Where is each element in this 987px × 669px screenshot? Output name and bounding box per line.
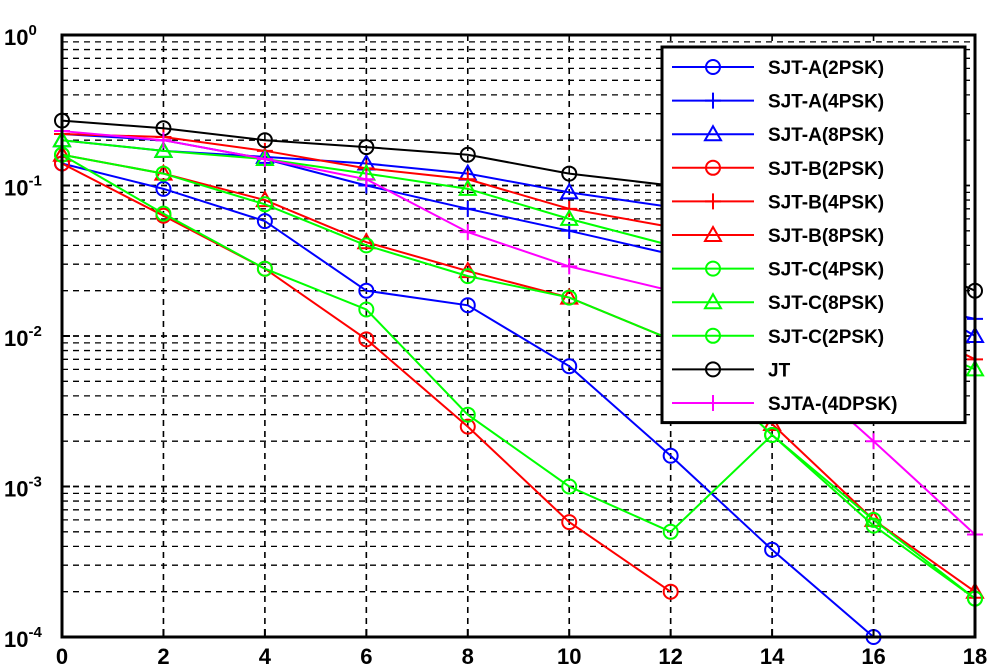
legend-label: SJT-B(4PSK) bbox=[768, 192, 884, 213]
data-point bbox=[459, 418, 476, 435]
data-point bbox=[256, 132, 273, 149]
data-point bbox=[559, 208, 579, 226]
data-point bbox=[458, 178, 478, 196]
data-point bbox=[705, 159, 721, 176]
data-point bbox=[256, 150, 273, 167]
data-point bbox=[559, 182, 579, 200]
series-line bbox=[61, 153, 976, 600]
legend-entry: SJT-C(4PSK) bbox=[672, 260, 884, 281]
data-point bbox=[155, 205, 172, 222]
x-tick-label: 16 bbox=[861, 644, 885, 669]
data-point bbox=[561, 200, 578, 217]
data-point bbox=[705, 193, 721, 210]
data-point bbox=[356, 232, 377, 250]
data-point bbox=[358, 237, 375, 254]
data-point bbox=[459, 406, 476, 423]
data-point bbox=[705, 395, 721, 411]
data-point bbox=[155, 132, 172, 149]
y-tick-label: 10-4 bbox=[4, 624, 42, 652]
legend-label: SJT-B(2PSK) bbox=[768, 159, 884, 180]
data-point bbox=[155, 165, 172, 182]
series-line bbox=[61, 162, 672, 593]
x-tick-label: 12 bbox=[658, 644, 682, 669]
legend-label: SJT-B(8PSK) bbox=[768, 226, 884, 247]
legend-entry: SJT-B(8PSK) bbox=[672, 224, 884, 247]
legend-label: SJTA-(4DPSK) bbox=[768, 394, 898, 415]
data-point bbox=[705, 59, 721, 75]
legend-entry: SJT-A(2PSK) bbox=[672, 58, 884, 79]
data-point bbox=[256, 260, 273, 277]
legend-label: SJT-C(4PSK) bbox=[768, 260, 884, 281]
data-point bbox=[155, 180, 172, 197]
series-line bbox=[61, 153, 976, 593]
data-point bbox=[459, 268, 476, 285]
series-layer bbox=[52, 112, 985, 645]
data-point bbox=[705, 92, 721, 109]
data-point bbox=[459, 224, 476, 241]
data-point bbox=[358, 331, 375, 348]
data-point bbox=[662, 583, 679, 600]
data-point bbox=[865, 433, 882, 450]
data-point bbox=[358, 282, 375, 299]
legend-entry: SJT-A(4PSK) bbox=[672, 92, 884, 113]
data-point bbox=[561, 165, 578, 182]
legend-entry: SJT-B(4PSK) bbox=[672, 192, 884, 213]
x-tick-label: 18 bbox=[963, 644, 987, 669]
legend-label: SJT-A(8PSK) bbox=[768, 125, 884, 146]
data-point bbox=[561, 514, 578, 531]
data-point bbox=[459, 200, 476, 217]
legend-entry: SJTA-(4DPSK) bbox=[672, 394, 898, 415]
data-point bbox=[153, 140, 174, 158]
data-point bbox=[705, 361, 721, 378]
y-tick-label: 10-1 bbox=[4, 173, 42, 201]
x-tick-label: 4 bbox=[259, 644, 272, 669]
legend-entry: JT bbox=[672, 360, 791, 381]
legend-label: SJT-C(8PSK) bbox=[768, 293, 884, 314]
y-tick-label: 10-3 bbox=[4, 474, 42, 502]
x-tick-label: 2 bbox=[157, 644, 169, 669]
data-point bbox=[459, 297, 476, 314]
legend: SJT-A(2PSK) SJT-A(4PSK) SJT-A(8PSK) SJT-B(2… bbox=[660, 45, 967, 425]
legend-label: SJT-C(2PSK) bbox=[768, 327, 884, 348]
data-point bbox=[459, 146, 476, 163]
x-tick-label: 10 bbox=[557, 644, 581, 669]
data-point bbox=[256, 196, 273, 213]
legend-entry: SJT-A(8PSK) bbox=[672, 124, 884, 146]
legend-label: SJT-A(4PSK) bbox=[768, 92, 884, 113]
y-tick-label: 10-2 bbox=[4, 323, 42, 351]
x-tick-label: 0 bbox=[56, 644, 68, 669]
x-tick-label: 14 bbox=[760, 644, 785, 669]
data-point bbox=[703, 124, 723, 142]
data-point bbox=[703, 292, 723, 310]
data-point bbox=[662, 447, 679, 464]
legend-entry: SJT-B(2PSK) bbox=[672, 159, 884, 180]
data-point bbox=[703, 224, 723, 242]
data-point bbox=[561, 478, 578, 495]
legend-entry: SJT-C(8PSK) bbox=[672, 292, 884, 314]
data-point bbox=[561, 358, 578, 375]
data-point bbox=[561, 258, 578, 275]
data-point bbox=[764, 541, 781, 558]
data-point bbox=[358, 171, 375, 188]
legend-entry: SJT-C(2PSK) bbox=[672, 327, 884, 348]
series-line bbox=[61, 162, 875, 638]
x-tick-label: 6 bbox=[360, 644, 372, 669]
data-point bbox=[662, 523, 679, 540]
data-point bbox=[358, 301, 375, 318]
data-point bbox=[358, 139, 375, 156]
legend-label: JT bbox=[768, 360, 791, 381]
x-tick-label: 8 bbox=[462, 644, 474, 669]
data-point bbox=[705, 327, 721, 344]
series-line bbox=[61, 153, 976, 600]
tick-labels: 0 2 4 6 8 10 12 14 16 18 100 10-1 10-2 10-3 10-4 bbox=[4, 22, 987, 669]
data-point bbox=[764, 426, 781, 443]
data-point bbox=[705, 260, 721, 277]
data-point bbox=[865, 511, 882, 528]
data-point bbox=[256, 213, 273, 230]
y-tick-label: 100 bbox=[4, 22, 37, 50]
data-point bbox=[561, 289, 578, 306]
legend-label: SJT-A(2PSK) bbox=[768, 58, 884, 79]
